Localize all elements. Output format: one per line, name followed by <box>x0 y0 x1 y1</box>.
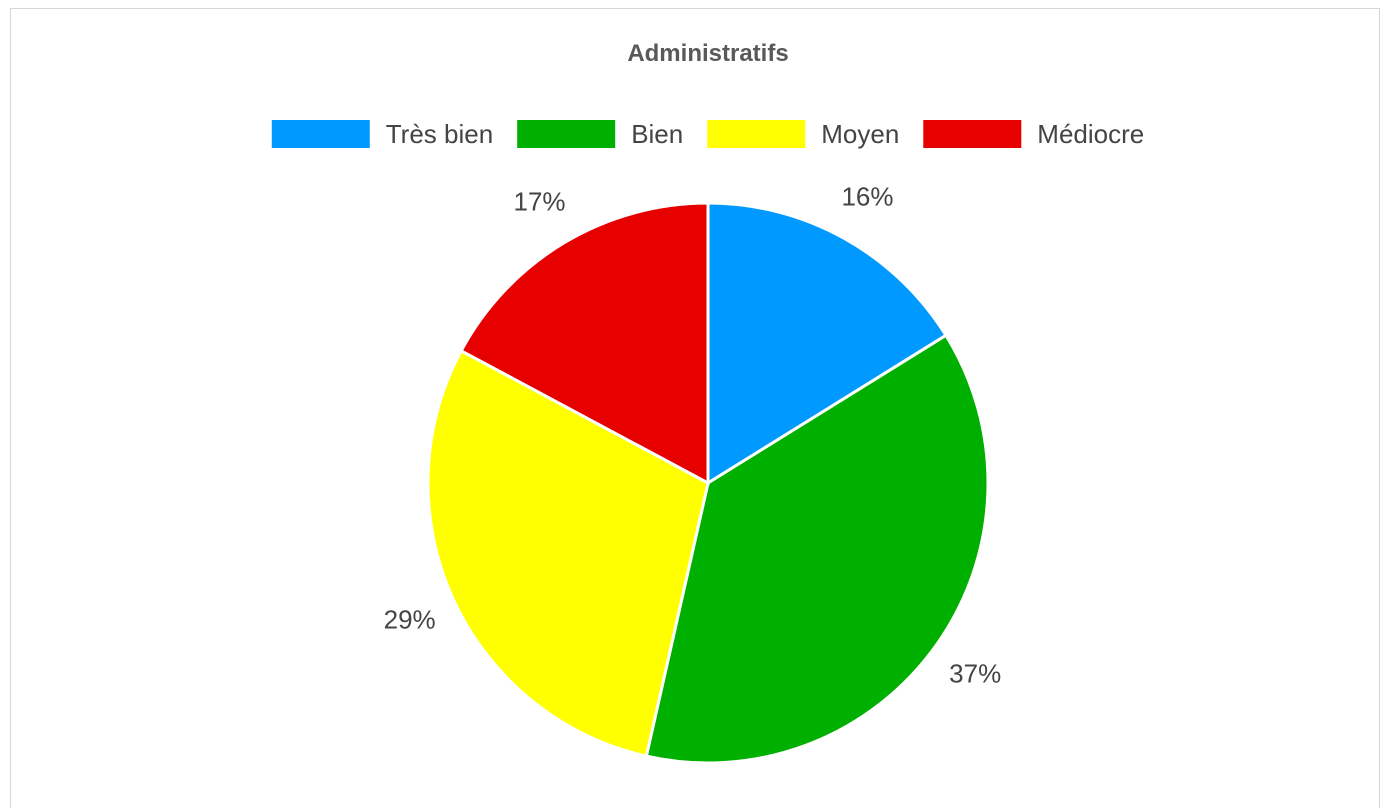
pie-label-mediocre: 17% <box>513 187 565 217</box>
legend-label: Très bien <box>386 119 493 149</box>
legend-swatch <box>923 120 1022 148</box>
pie-slices <box>426 201 990 765</box>
legend-label: Bien <box>631 119 683 149</box>
pie-labels: 16% 37% 29% 17% <box>384 181 1002 688</box>
legend-item-bien[interactable]: Bien <box>517 119 683 149</box>
legend-item-tres-bien[interactable]: Très bien <box>271 119 493 149</box>
legend: Très bien Bien Moyen Médiocre <box>271 119 1144 149</box>
pie-label-bien: 37% <box>949 658 1001 688</box>
chart-frame <box>10 8 1380 808</box>
chart-title: Administratifs <box>627 40 788 67</box>
pie-label-tres-bien: 16% <box>841 181 893 211</box>
legend-swatch <box>271 120 370 148</box>
pie-slice-moyen[interactable] <box>426 348 710 758</box>
pie-slice-bien[interactable] <box>644 333 990 765</box>
legend-item-mediocre[interactable]: Médiocre <box>923 119 1144 149</box>
pie-slice-mediocre[interactable] <box>459 201 710 486</box>
pie-slice-tres-bien[interactable] <box>706 201 948 486</box>
legend-swatch <box>707 120 806 148</box>
legend-label: Moyen <box>821 119 899 149</box>
legend-label: Médiocre <box>1037 119 1144 149</box>
pie-label-moyen: 29% <box>384 604 436 634</box>
legend-swatch <box>517 120 616 148</box>
legend-item-moyen[interactable]: Moyen <box>707 119 899 149</box>
